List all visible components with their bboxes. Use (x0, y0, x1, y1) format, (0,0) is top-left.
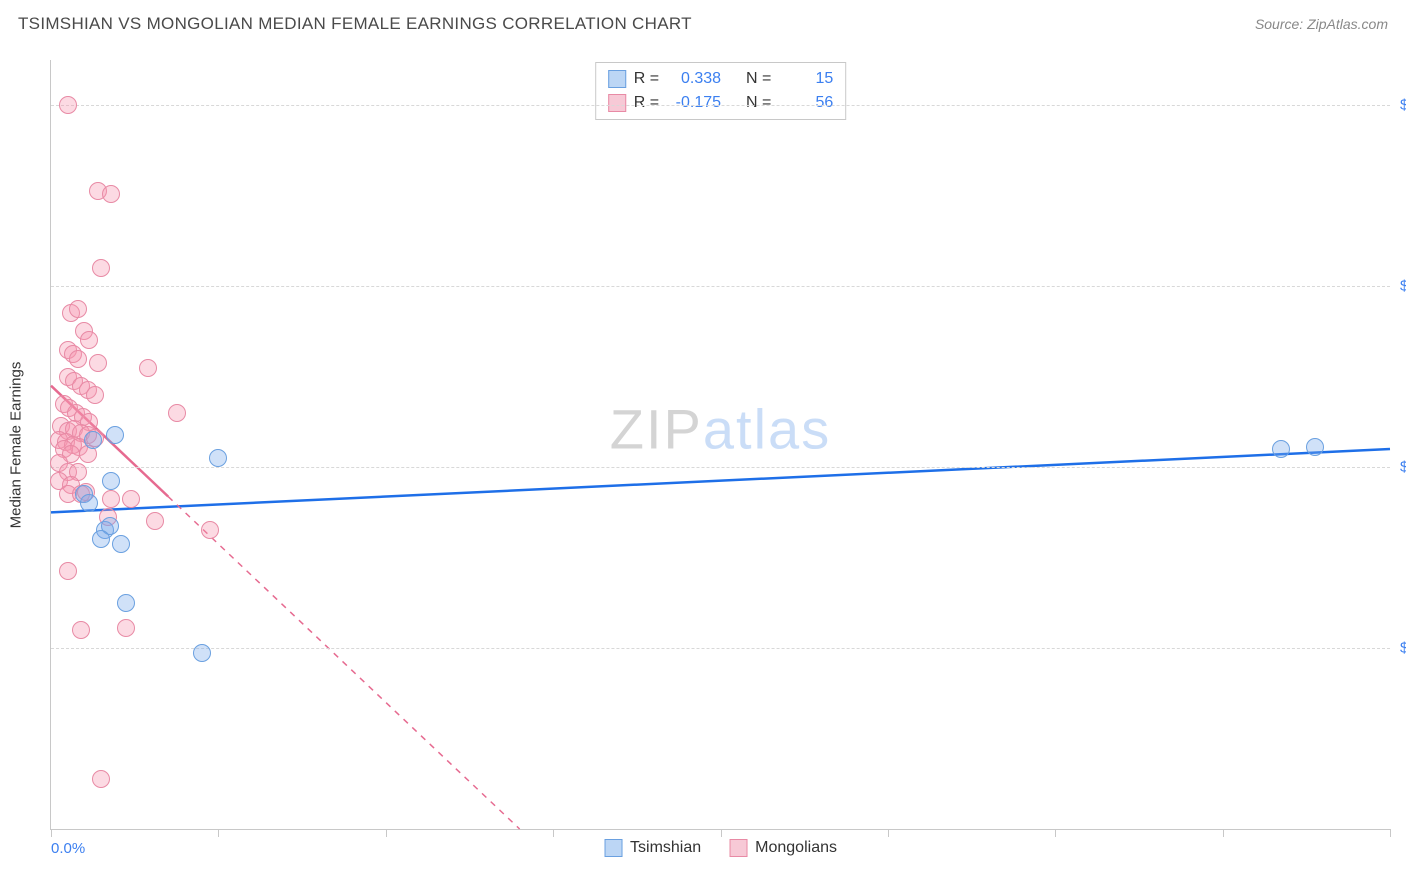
y-tick-label: $40,000 (1400, 459, 1406, 476)
scatter-point-tsimshian (1272, 440, 1290, 458)
scatter-point-mongolians (69, 350, 87, 368)
correlation-stats-legend: R = 0.338 N = 15 R = -0.175 N = 56 (595, 62, 847, 120)
trendline-tsimshian (51, 449, 1390, 512)
x-axis-min-label: 0.0% (51, 840, 85, 857)
watermark-part1: ZIP (610, 398, 703, 461)
legend-label-1: Mongolians (755, 839, 837, 857)
r-label: R = (634, 67, 659, 91)
y-tick-label: $20,000 (1400, 640, 1406, 657)
stats-row-series-1: R = -0.175 N = 56 (608, 91, 834, 115)
scatter-point-mongolians (92, 770, 110, 788)
source-name: ZipAtlas.com (1307, 16, 1388, 32)
scatter-point-tsimshian (92, 530, 110, 548)
swatch-series-0 (608, 70, 626, 88)
trend-lines-layer (51, 60, 1390, 829)
gridline-h (51, 105, 1390, 106)
trendline-mongolians-dash (168, 497, 519, 829)
scatter-point-tsimshian (1306, 438, 1324, 456)
x-tick (1055, 829, 1056, 837)
y-axis-title: Median Female Earnings (8, 361, 25, 528)
r-value-1: -0.175 (667, 91, 721, 115)
scatter-point-tsimshian (112, 535, 130, 553)
watermark: ZIPatlas (610, 397, 831, 462)
source-prefix: Source: (1255, 16, 1307, 32)
legend-swatch-1 (729, 839, 747, 857)
swatch-series-1 (608, 94, 626, 112)
scatter-point-tsimshian (102, 472, 120, 490)
r-value-0: 0.338 (667, 67, 721, 91)
scatter-point-mongolians (102, 185, 120, 203)
x-tick (553, 829, 554, 837)
legend-item-1: Mongolians (729, 839, 837, 857)
n-label: N = (746, 67, 771, 91)
r-label: R = (634, 91, 659, 115)
scatter-point-mongolians (146, 512, 164, 530)
gridline-h (51, 467, 1390, 468)
scatter-point-mongolians (69, 300, 87, 318)
scatter-point-mongolians (117, 619, 135, 637)
scatter-point-tsimshian (106, 426, 124, 444)
scatter-point-mongolians (59, 562, 77, 580)
x-tick (721, 829, 722, 837)
scatter-point-tsimshian (193, 644, 211, 662)
scatter-point-mongolians (139, 359, 157, 377)
scatter-point-mongolians (201, 521, 219, 539)
y-tick-label: $60,000 (1400, 278, 1406, 295)
x-tick (888, 829, 889, 837)
series-legend: Tsimshian Mongolians (604, 839, 837, 857)
scatter-point-tsimshian (117, 594, 135, 612)
legend-item-0: Tsimshian (604, 839, 701, 857)
scatter-point-tsimshian (80, 494, 98, 512)
n-value-1: 56 (779, 91, 833, 115)
scatter-point-mongolians (86, 386, 104, 404)
x-tick (51, 829, 52, 837)
chart-title: TSIMSHIAN VS MONGOLIAN MEDIAN FEMALE EAR… (18, 14, 692, 34)
chart-header: TSIMSHIAN VS MONGOLIAN MEDIAN FEMALE EAR… (0, 0, 1406, 48)
gridline-h (51, 286, 1390, 287)
scatter-point-mongolians (59, 96, 77, 114)
scatter-point-mongolians (102, 490, 120, 508)
gridline-h (51, 648, 1390, 649)
x-axis-max-label: 80.0% (1400, 840, 1406, 857)
legend-swatch-0 (604, 839, 622, 857)
scatter-point-mongolians (89, 354, 107, 372)
stats-row-series-0: R = 0.338 N = 15 (608, 67, 834, 91)
x-tick (386, 829, 387, 837)
scatter-point-mongolians (80, 331, 98, 349)
y-tick-label: $80,000 (1400, 97, 1406, 114)
source-attribution: Source: ZipAtlas.com (1255, 16, 1388, 32)
watermark-part2: atlas (703, 398, 831, 461)
scatter-point-mongolians (72, 621, 90, 639)
legend-label-0: Tsimshian (630, 839, 701, 857)
scatter-chart: Median Female Earnings ZIPatlas R = 0.33… (50, 60, 1390, 830)
scatter-point-tsimshian (209, 449, 227, 467)
x-tick (1223, 829, 1224, 837)
scatter-point-tsimshian (84, 431, 102, 449)
n-value-0: 15 (779, 67, 833, 91)
x-tick (218, 829, 219, 837)
x-tick (1390, 829, 1391, 837)
scatter-point-mongolians (92, 259, 110, 277)
n-label: N = (746, 91, 771, 115)
scatter-point-mongolians (122, 490, 140, 508)
scatter-point-mongolians (168, 404, 186, 422)
